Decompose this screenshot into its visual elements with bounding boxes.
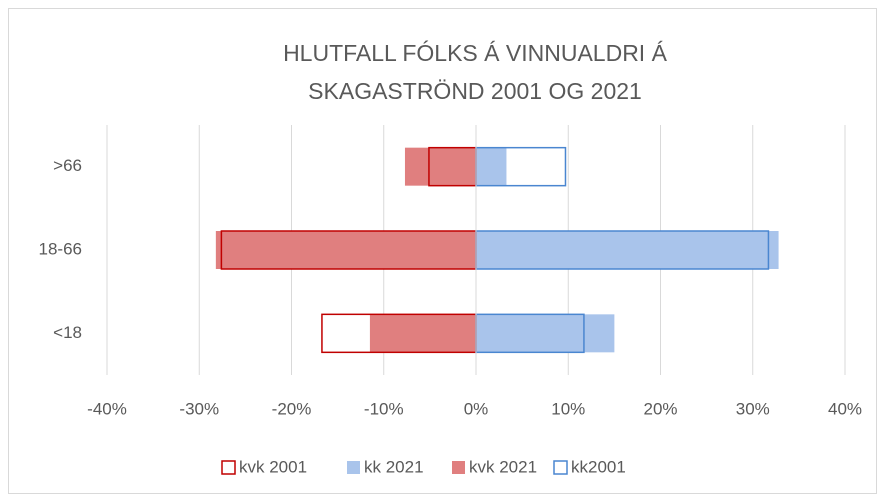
x-tick-label: 20% <box>643 399 677 418</box>
legend-label: kk2001 <box>571 457 626 476</box>
legend-label: kk 2021 <box>364 457 424 476</box>
y-tick-label: 18-66 <box>39 239 82 258</box>
x-tick-label: 10% <box>551 399 585 418</box>
bar <box>476 314 615 353</box>
legend-swatch <box>221 460 236 475</box>
x-tick-label: -40% <box>87 399 127 418</box>
x-tick-label: -30% <box>179 399 219 418</box>
chart-title: HLUTFALL FÓLKS Á VINNUALDRI Á SKAGASTRÖN… <box>283 40 667 104</box>
bar <box>404 147 476 186</box>
bar <box>215 231 477 269</box>
y-tick-label: <18 <box>53 323 82 342</box>
legend-swatch <box>347 461 360 474</box>
legend-label: kvk 2021 <box>469 457 537 476</box>
legend-swatch <box>553 460 568 475</box>
bar <box>476 231 779 269</box>
x-tick-label: -10% <box>364 399 404 418</box>
x-tick-label: -20% <box>272 399 312 418</box>
x-tick-label: 40% <box>828 399 862 418</box>
legend-swatch <box>452 461 465 474</box>
bar <box>476 147 507 186</box>
x-tick-label: 0% <box>464 399 489 418</box>
legend-label: kvk 2001 <box>239 457 307 476</box>
bar <box>369 314 476 353</box>
x-tick-label: 30% <box>736 399 770 418</box>
y-tick-label: >66 <box>53 156 82 175</box>
